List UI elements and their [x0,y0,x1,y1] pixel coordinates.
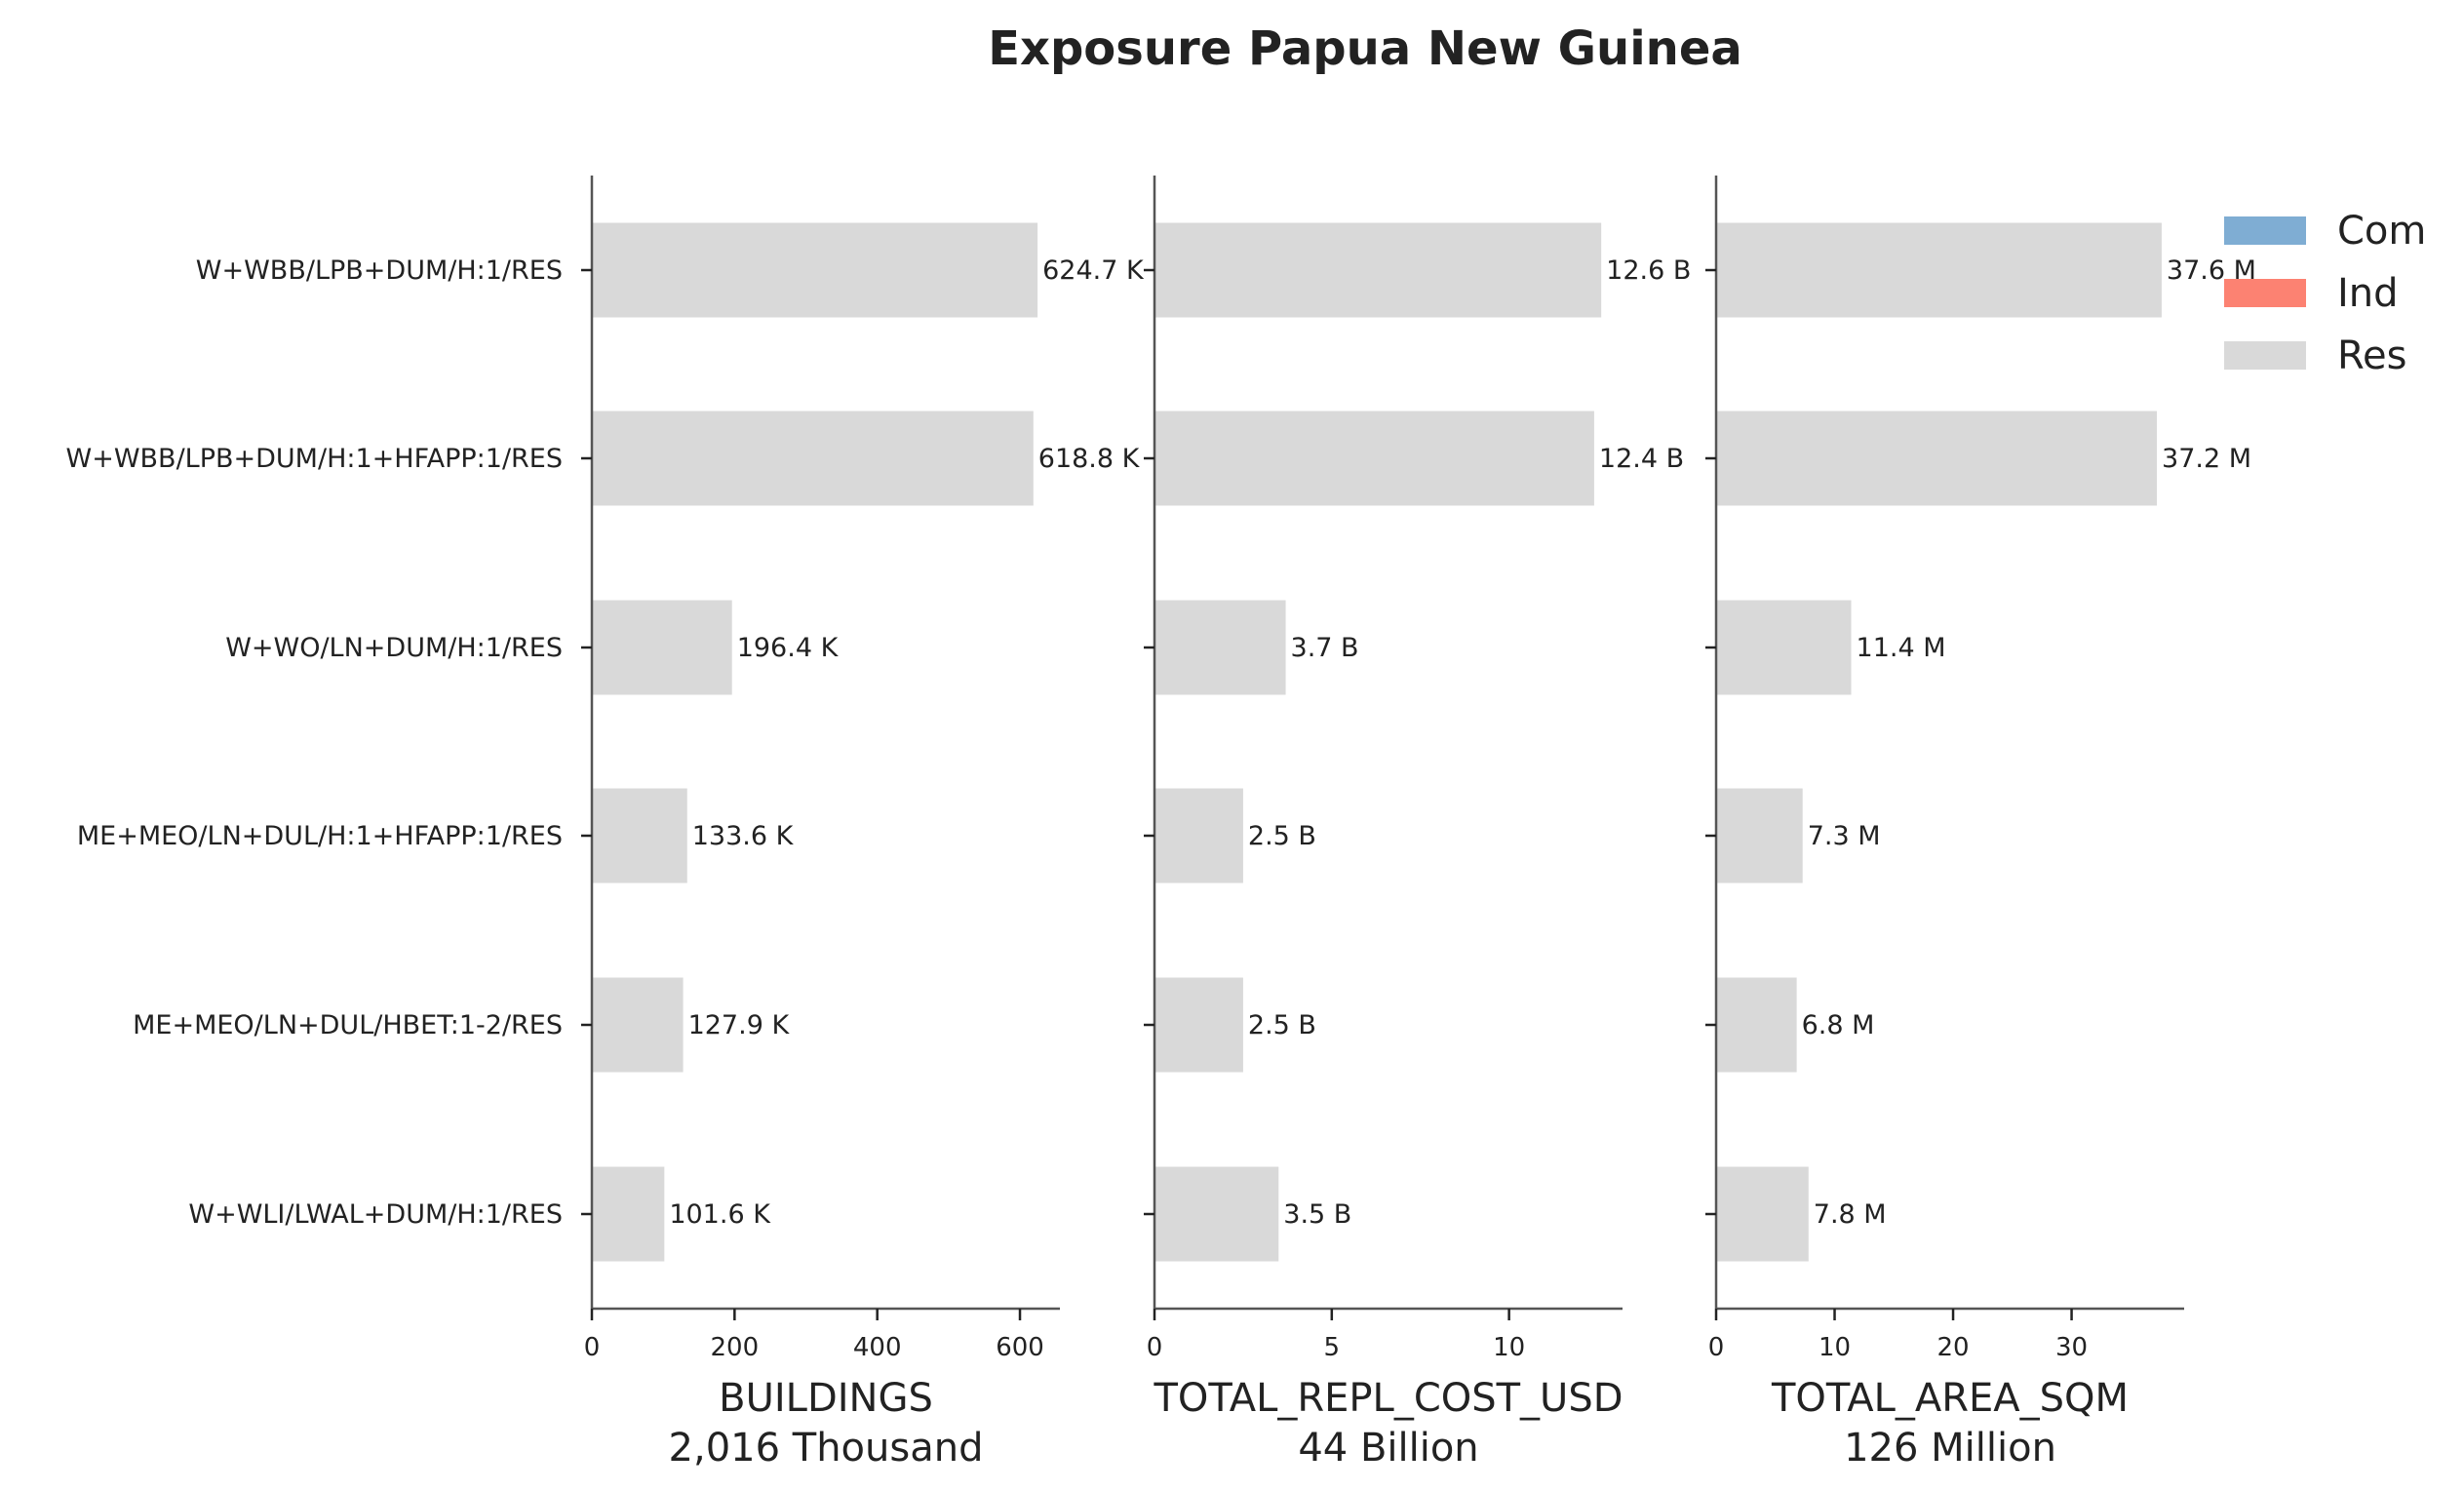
panel-2: 12.6 B 12.4 B 3.7 B 2.5 B 2.5 B 3.5 B 0 5 10 TOTA… [1144,176,1691,1471]
data-label: 618.8 K [1038,444,1141,474]
total-label: 44 Billion [1298,1426,1478,1471]
legend-swatch [2224,341,2306,370]
data-label: 101.6 K [669,1199,771,1230]
data-label: 133.6 K [692,821,795,851]
x-tick-label: 0 [1708,1333,1725,1362]
x-tick-label: 20 [1936,1333,1969,1362]
panels-layer: 624.7 K 618.8 K 196.4 K 133.6 K 127.9 K 101.6… [66,176,2256,1471]
x-axis-label: BUILDINGS [719,1376,933,1421]
category-label: W+WBB/LPB+DUM/H:1/RES [196,255,563,286]
x-tick-label: 30 [2055,1333,2088,1362]
x-tick-label: 5 [1324,1333,1341,1362]
bar [592,411,1034,506]
x-tick-label: 10 [1819,1333,1851,1362]
category-label: W+WO/LN+DUM/H:1/RES [225,633,563,663]
total-label: 126 Million [1844,1426,2056,1471]
data-label: 7.8 M [1814,1199,1887,1230]
data-label: 12.4 B [1599,444,1684,474]
bar [592,222,1038,318]
bar [1716,788,1803,883]
x-tick-label: 600 [996,1333,1044,1362]
data-label: 2.5 B [1248,821,1316,851]
x-axis-label: TOTAL_REPL_COST_USD [1153,1376,1623,1421]
category-label: W+WBB/LPB+DUM/H:1+HFAPP:1/RES [66,444,564,474]
x-tick-label: 10 [1493,1333,1525,1362]
bar [592,977,684,1073]
legend-swatch [2224,279,2306,307]
data-label: 127.9 K [688,1010,791,1040]
data-label: 11.4 M [1857,633,1946,663]
bar [1154,600,1286,695]
bar [592,788,687,883]
legend-label: Com [2337,209,2426,254]
x-axis-label: TOTAL_AREA_SQM [1771,1376,2129,1421]
panel-1: 624.7 K 618.8 K 196.4 K 133.6 K 127.9 K 101.6… [66,176,1145,1471]
category-label: ME+MEO/LN+DUL/H:1+HFAPP:1/RES [77,821,563,851]
data-label: 7.3 M [1808,821,1881,851]
chart-title: Exposure Papua New Guinea [988,21,1742,76]
bar [1716,977,1797,1073]
data-label: 2.5 B [1248,1010,1316,1040]
category-label: W+WLI/LWAL+DUM/H:1/RES [188,1199,563,1230]
legend-label: Res [2337,334,2406,378]
legend-label: Ind [2337,271,2399,316]
bar [1716,222,2162,318]
bar [592,600,732,695]
legend-swatch [2224,216,2306,245]
data-label: 6.8 M [1802,1010,1875,1040]
data-label: 37.2 M [2162,444,2251,474]
panel-3: 37.6 M37.2 M11.4 M7.3 M6.8 M7.8 M0 10 20 30… [1705,176,2256,1471]
x-tick-label: 400 [853,1333,902,1362]
category-label: ME+MEO/LN+DUL/HBET:1-2/RES [133,1010,563,1040]
data-label: 12.6 B [1606,255,1691,286]
x-tick-label: 0 [1147,1333,1163,1362]
data-label: 3.7 B [1291,633,1359,663]
bar [1716,600,1852,695]
data-label: 3.5 B [1283,1199,1351,1230]
bar [1154,411,1594,506]
data-label: 624.7 K [1042,255,1145,286]
bar [1154,222,1602,318]
bar [1716,411,2158,506]
legend: Com Ind Res [2224,209,2426,378]
x-tick-label: 200 [711,1333,760,1362]
bar [1154,788,1243,883]
bar [592,1166,665,1262]
bar [1154,1166,1279,1262]
bar [1716,1166,1809,1262]
bar [1154,977,1243,1073]
data-label: 196.4 K [737,633,840,663]
x-tick-label: 0 [584,1333,601,1362]
total-label: 2,016 Thousand [669,1426,984,1471]
